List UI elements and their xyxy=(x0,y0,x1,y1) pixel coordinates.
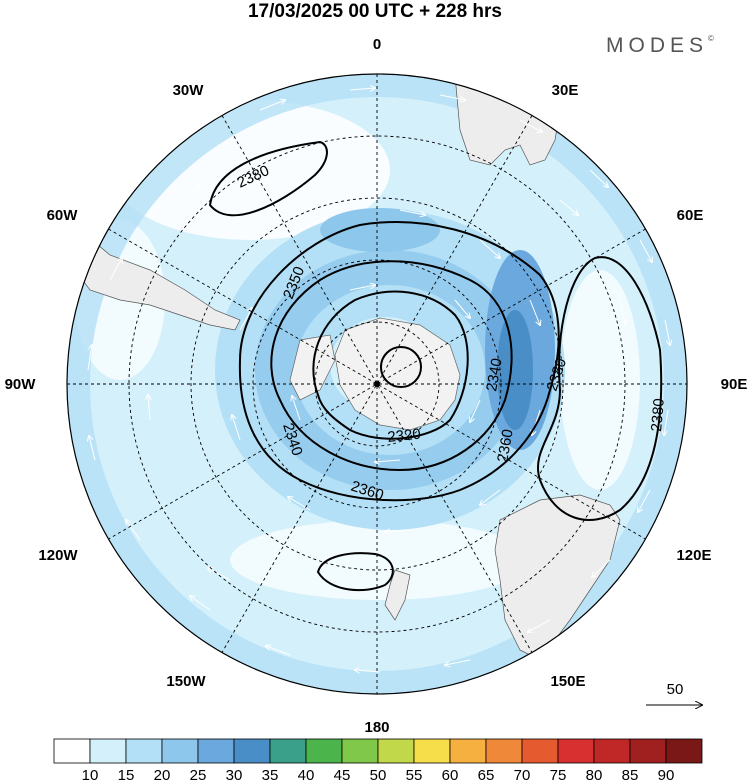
wind-vectors xyxy=(88,88,670,672)
colorbar-tick-label: 50 xyxy=(370,767,387,782)
colorbar-tick-label: 40 xyxy=(298,767,315,782)
height-contours xyxy=(208,140,663,592)
lon-label-0: 0 xyxy=(373,36,381,53)
colorbar-tick-label: 90 xyxy=(658,767,675,782)
brand-name: MODES xyxy=(606,34,709,57)
brand-logo: MODES© xyxy=(606,34,714,58)
reference-vector-label: 50 xyxy=(667,681,684,698)
colorbar-tick-label: 10 xyxy=(82,767,99,782)
lon-label-30e: 30E xyxy=(552,82,579,99)
colorbar-swatch xyxy=(449,738,487,764)
colorbar-swatch xyxy=(665,738,703,764)
colorbar-tick-label: 85 xyxy=(622,767,639,782)
lon-label-150w: 150W xyxy=(166,673,206,690)
colorbar: 10 15 20 25 30 35 40 45 50 55 60 65 70 75 80 85 90 xyxy=(53,738,703,782)
colorbar-swatch xyxy=(557,738,595,764)
colorbar-tick-label: 45 xyxy=(334,767,351,782)
lon-label-180: 180 xyxy=(364,719,389,736)
contour-label-2360-a: 2360 xyxy=(494,428,517,464)
colorbar-swatch xyxy=(305,738,343,764)
colorbar-tick-label: 20 xyxy=(154,767,171,782)
lon-label-60w: 60W xyxy=(47,207,79,224)
colorbar-tick-label: 15 xyxy=(118,767,135,782)
colorbar-swatch xyxy=(89,738,127,764)
colorbar-swatch xyxy=(629,738,667,764)
colorbar-swatch xyxy=(53,738,91,764)
colorbar-tick-label: 65 xyxy=(478,767,495,782)
colorbar-tick-label: 70 xyxy=(514,767,531,782)
colorbar-tick-label: 55 xyxy=(406,767,423,782)
longitude-labels: 0 30E 60E 90E 120E 150E 180 150W 120W 90… xyxy=(5,36,748,736)
lon-label-120w: 120W xyxy=(38,547,78,564)
map-title: 17/03/2025 00 UTC + 228 hrs xyxy=(247,1,503,22)
contour-label-2340-b: 2340 xyxy=(483,357,506,393)
lon-label-30w: 30W xyxy=(173,82,205,99)
colorbar-tick-label: 35 xyxy=(262,767,279,782)
colorbar-tick-label: 30 xyxy=(226,767,243,782)
reference-vector: 50 xyxy=(646,681,702,705)
colorbar-tick-label: 25 xyxy=(190,767,207,782)
colorbar-swatch xyxy=(521,738,559,764)
lon-label-150e: 150E xyxy=(550,673,585,690)
lon-label-90e: 90E xyxy=(721,376,748,393)
copyright-mark: © xyxy=(708,34,714,43)
contour-label-2380-c: 2380 xyxy=(648,398,668,433)
lon-label-60e: 60E xyxy=(677,207,704,224)
graticule xyxy=(67,74,687,694)
lon-label-120e: 120E xyxy=(676,547,711,564)
colorbar-swatch xyxy=(341,738,379,764)
contour-label-2320: 2320 xyxy=(387,426,422,446)
colorbar-swatch xyxy=(485,738,523,764)
colorbar-swatch xyxy=(413,738,451,764)
colorbar-tick-label: 75 xyxy=(550,767,567,782)
lon-label-90w: 90W xyxy=(5,376,37,393)
pole-marker xyxy=(374,381,380,387)
colorbar-tick-label: 80 xyxy=(586,767,603,782)
colorbar-swatch xyxy=(377,738,415,764)
colorbar-swatch xyxy=(197,738,235,764)
colorbar-swatch xyxy=(233,738,271,764)
colorbar-swatch xyxy=(125,738,163,764)
colorbar-tick-label: 60 xyxy=(442,767,459,782)
colorbar-swatch xyxy=(269,738,307,764)
colorbar-swatch xyxy=(593,738,631,764)
colorbar-swatch xyxy=(161,738,199,764)
